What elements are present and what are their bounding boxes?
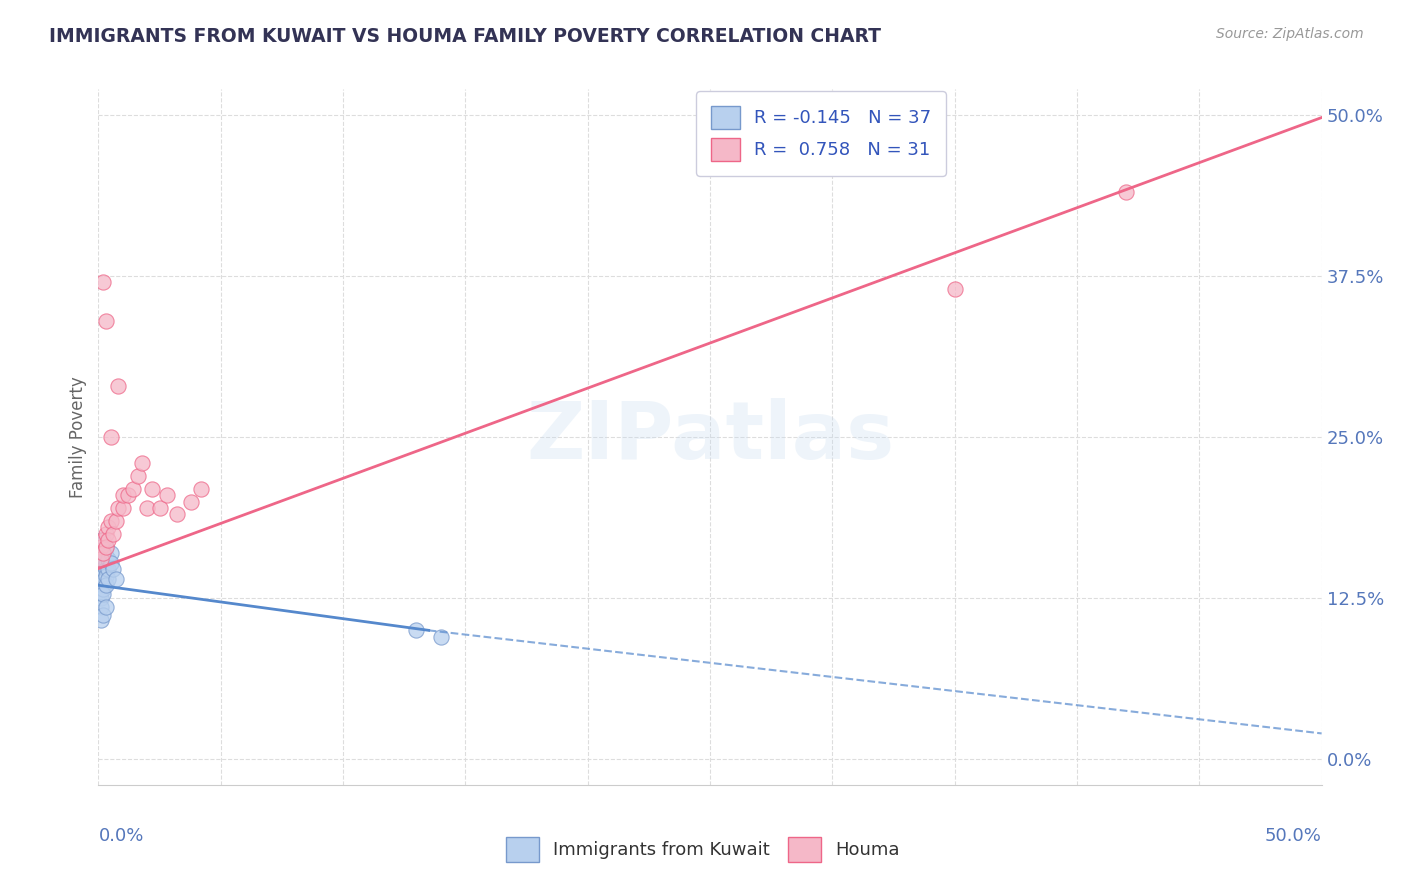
- Point: [91, 587, 114, 601]
- Point: [97, 533, 120, 548]
- Point: [190, 482, 212, 496]
- Point: [100, 557, 122, 571]
- Point: [180, 494, 202, 508]
- Point: [91, 561, 114, 575]
- Text: ZIPatlas: ZIPatlas: [526, 398, 894, 476]
- Point: [94, 578, 117, 592]
- Point: [90, 600, 112, 615]
- Point: [90, 552, 112, 566]
- Point: [141, 482, 163, 496]
- Text: 50.0%: 50.0%: [1265, 827, 1322, 845]
- Point: [430, 630, 453, 644]
- Point: [91, 276, 114, 290]
- Point: [121, 482, 143, 496]
- Point: [100, 546, 122, 560]
- Text: IMMIGRANTS FROM KUWAIT VS HOUMA FAMILY POVERTY CORRELATION CHART: IMMIGRANTS FROM KUWAIT VS HOUMA FAMILY P…: [49, 27, 882, 45]
- Point: [136, 500, 159, 515]
- Point: [97, 520, 120, 534]
- Point: [131, 456, 153, 470]
- Point: [943, 282, 966, 296]
- Point: [94, 600, 117, 615]
- Point: [94, 561, 117, 575]
- Point: [90, 546, 112, 560]
- Point: [97, 552, 120, 566]
- Point: [90, 578, 112, 592]
- Point: [111, 500, 134, 515]
- Legend: Immigrants from Kuwait, Houma: Immigrants from Kuwait, Houma: [499, 830, 907, 870]
- Point: [156, 488, 179, 502]
- Point: [91, 569, 114, 583]
- Point: [117, 488, 139, 502]
- Point: [91, 574, 114, 589]
- Point: [90, 558, 112, 573]
- Text: Source: ZipAtlas.com: Source: ZipAtlas.com: [1216, 27, 1364, 41]
- Point: [94, 314, 117, 328]
- Point: [90, 591, 112, 606]
- Point: [91, 607, 114, 622]
- Point: [90, 566, 112, 580]
- Legend: R = -0.145   N = 37, R =  0.758   N = 31: R = -0.145 N = 37, R = 0.758 N = 31: [696, 91, 946, 176]
- Point: [149, 500, 172, 515]
- Point: [94, 526, 117, 541]
- Point: [91, 557, 114, 571]
- Point: [97, 561, 120, 575]
- Point: [90, 584, 112, 599]
- Point: [166, 508, 188, 522]
- Point: [91, 542, 114, 557]
- Point: [101, 561, 124, 575]
- Point: [127, 468, 149, 483]
- Point: [90, 540, 112, 554]
- Point: [94, 549, 117, 563]
- Text: 0.0%: 0.0%: [98, 827, 143, 845]
- Point: [104, 572, 127, 586]
- Point: [100, 430, 122, 444]
- Point: [107, 378, 129, 392]
- Point: [101, 526, 124, 541]
- Point: [1115, 186, 1137, 200]
- Point: [100, 514, 122, 528]
- Point: [91, 549, 114, 563]
- Point: [97, 572, 120, 586]
- Y-axis label: Family Poverty: Family Poverty: [69, 376, 87, 498]
- Point: [104, 514, 127, 528]
- Point: [107, 500, 129, 515]
- Point: [111, 488, 134, 502]
- Point: [405, 624, 427, 638]
- Point: [90, 552, 112, 566]
- Point: [94, 557, 117, 571]
- Point: [94, 540, 117, 554]
- Point: [91, 582, 114, 596]
- Point: [94, 569, 117, 583]
- Point: [90, 540, 112, 554]
- Point: [91, 533, 114, 548]
- Point: [90, 613, 112, 627]
- Point: [90, 533, 112, 548]
- Point: [91, 546, 114, 560]
- Point: [94, 540, 117, 554]
- Point: [91, 535, 114, 549]
